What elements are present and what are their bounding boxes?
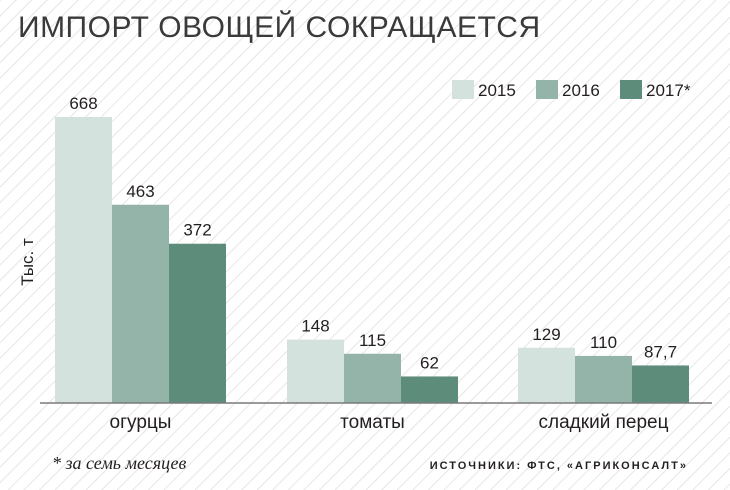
legend: 2015 2016 2017* xyxy=(452,80,691,100)
category-label-1: томаты xyxy=(340,412,405,433)
value-label-1-0: 148 xyxy=(301,317,329,336)
bar-1-1 xyxy=(344,353,401,403)
bar-2-0 xyxy=(518,347,575,403)
bar-0-1 xyxy=(112,204,169,403)
bars-group xyxy=(55,117,689,403)
chart-title: ИМПОРТ ОВОЩЕЙ СОКРАЩАЕТСЯ xyxy=(18,10,541,44)
value-label-0-1: 463 xyxy=(126,182,154,201)
bar-1-2 xyxy=(401,376,458,403)
value-labels-group: 668 463 372 148 115 62 129 110 87,7 xyxy=(69,94,677,372)
value-label-0-0: 668 xyxy=(69,94,97,113)
bar-2-2 xyxy=(632,365,689,403)
value-label-2-2: 87,7 xyxy=(644,342,677,361)
bar-1-0 xyxy=(287,339,344,403)
y-axis-label: Тыс. т xyxy=(18,238,37,286)
footnote: * за семь месяцев xyxy=(52,453,187,473)
legend-swatch-2 xyxy=(620,80,642,99)
value-label-2-0: 129 xyxy=(532,325,560,344)
category-label-2: сладкий перец xyxy=(539,412,669,433)
category-label-0: огурцы xyxy=(110,412,172,433)
legend-swatch-0 xyxy=(452,80,474,99)
bar-0-0 xyxy=(55,117,112,403)
bar-2-1 xyxy=(575,355,632,403)
bar-0-2 xyxy=(169,243,226,403)
value-label-1-1: 115 xyxy=(359,331,386,350)
value-label-1-2: 62 xyxy=(420,353,439,372)
legend-swatch-1 xyxy=(536,80,558,99)
value-label-0-2: 372 xyxy=(183,221,211,240)
legend-label-2: 2017* xyxy=(646,81,691,100)
category-labels-group: огурцы томаты сладкий перец xyxy=(110,412,669,433)
legend-label-1: 2016 xyxy=(562,81,600,100)
legend-label-0: 2015 xyxy=(478,81,516,100)
value-label-2-1: 110 xyxy=(590,333,617,352)
source-credit: ИСТОЧНИКИ: ФТС, «АГРИКОНСАЛТ» xyxy=(430,460,688,472)
